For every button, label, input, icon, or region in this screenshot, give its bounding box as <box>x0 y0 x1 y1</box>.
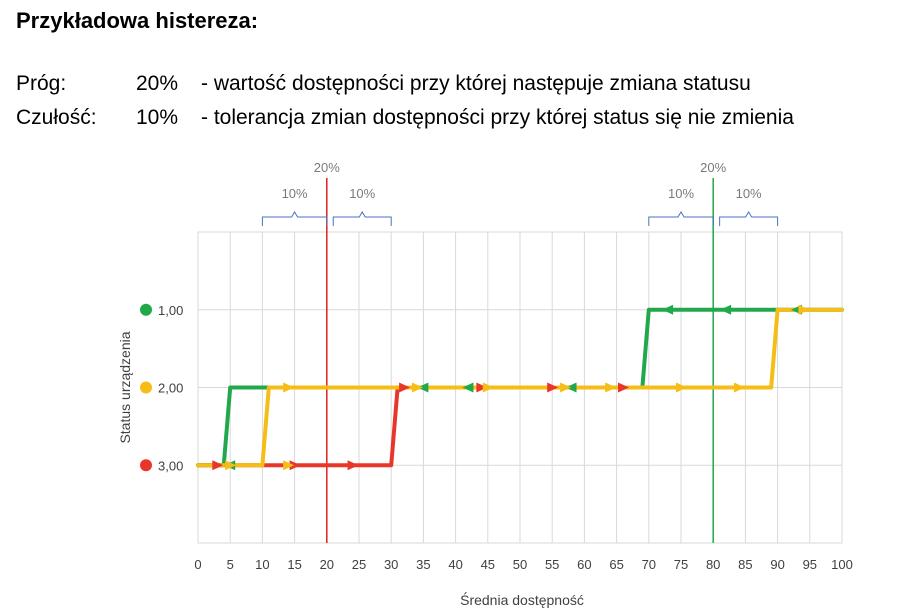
y-tick-label: 1,00 <box>158 303 183 318</box>
direction-arrow <box>283 460 295 471</box>
x-tick-label: 0 <box>194 557 201 572</box>
x-tick-label: 85 <box>738 557 752 572</box>
definition-sensitivity-label: Czułość: <box>16 106 97 129</box>
series-line <box>196 307 844 468</box>
x-tick-label: 100 <box>831 557 853 572</box>
x-tick-label: 45 <box>481 557 495 572</box>
x-tick-label: 80 <box>706 557 720 572</box>
direction-arrow <box>662 304 674 315</box>
x-tick-label: 25 <box>352 557 366 572</box>
tolerance-label: 10% <box>736 186 762 201</box>
direction-arrow <box>283 382 295 393</box>
tolerance-label: 10% <box>349 186 375 201</box>
x-tick-label: 95 <box>803 557 817 572</box>
tolerance-label: 10% <box>282 186 308 201</box>
direction-arrow <box>798 304 810 315</box>
heading: Przykładowa histereza: <box>16 8 259 33</box>
status-dot <box>140 303 152 316</box>
direction-arrow <box>462 382 474 393</box>
status-dot <box>140 459 152 472</box>
x-tick-label: 35 <box>416 557 430 572</box>
definition-sensitivity-value: 10% <box>136 106 179 129</box>
definition-threshold-desc: - wartość dostępności przy której następ… <box>201 72 751 95</box>
direction-arrow <box>212 460 224 471</box>
y-tick-label: 2,00 <box>158 381 183 396</box>
x-tick-label: 75 <box>674 557 688 572</box>
x-tick-label: 50 <box>513 557 527 572</box>
x-tick-label: 65 <box>609 557 623 572</box>
x-tick-label: 40 <box>448 557 462 572</box>
tolerance-label: 10% <box>668 186 694 201</box>
direction-arrow <box>605 382 617 393</box>
x-tick-label: 30 <box>384 557 398 572</box>
x-tick-label: 10 <box>255 557 269 572</box>
tolerance-bracket <box>648 211 714 226</box>
y-tick-label: 3,00 <box>158 458 183 473</box>
direction-arrow <box>225 460 237 471</box>
x-axis-title: Średnia dostępność <box>460 591 584 608</box>
x-tick-label: 60 <box>577 557 591 572</box>
tolerance-bracket <box>719 211 779 226</box>
x-tick-label: 70 <box>642 557 656 572</box>
direction-arrow <box>560 382 572 393</box>
direction-arrow <box>347 460 359 471</box>
tolerance-bracket <box>332 211 392 226</box>
status-dot <box>140 381 152 394</box>
definition-threshold-value: 20% <box>136 72 179 95</box>
x-tick-label: 15 <box>287 557 301 572</box>
direction-arrow <box>676 382 687 393</box>
x-tick-label: 90 <box>770 557 784 572</box>
direction-arrow <box>289 460 301 471</box>
direction-arrow <box>476 382 488 393</box>
direction-arrow <box>411 382 423 393</box>
x-tick-label: 20 <box>320 557 334 572</box>
tolerance-bracket <box>261 211 328 226</box>
direction-arrow <box>720 304 732 315</box>
direction-arrow <box>482 382 494 393</box>
direction-arrow <box>618 382 630 393</box>
direction-arrow <box>547 382 559 393</box>
y-axis-title: Status urządzenia <box>117 331 133 443</box>
definition-sensitivity-desc: - tolerancja zmian dostępności przy któr… <box>201 106 794 129</box>
x-tick-label: 55 <box>545 557 559 572</box>
direction-arrow <box>399 382 411 393</box>
threshold-label: 20% <box>314 160 340 175</box>
direction-arrow <box>733 382 745 393</box>
x-tick-label: 5 <box>227 557 234 572</box>
definition-threshold-label: Próg: <box>16 72 67 95</box>
threshold-label: 20% <box>700 160 726 175</box>
